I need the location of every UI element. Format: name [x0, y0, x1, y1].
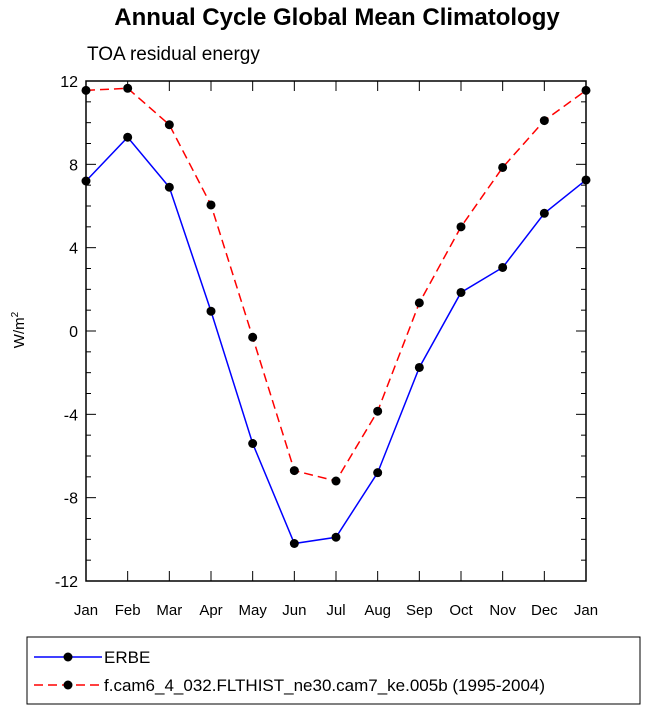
series-0-point	[123, 132, 133, 142]
series-0-point	[164, 182, 174, 192]
series-1-point	[81, 85, 91, 95]
y-tick-label: -12	[55, 574, 78, 591]
x-tick-label: Jan	[74, 602, 98, 619]
legend: ERBE f.cam6_4_032.FLTHIST_ne30.cam7_ke.00…	[34, 648, 545, 695]
series-0-point	[498, 262, 508, 272]
legend-marker-0	[63, 652, 73, 662]
x-tick-label: Feb	[115, 602, 141, 619]
series-1-point	[581, 85, 591, 95]
x-tick-labels: Jan Feb Mar Apr May Jun Jul Aug Sep Oct Nov Dec Jan	[74, 602, 598, 619]
x-tick-label: Mar	[156, 602, 182, 619]
series-1-point	[248, 332, 258, 342]
y-tick-label: 4	[69, 241, 78, 258]
axis-ticks	[85, 80, 587, 582]
y-tick-label: 12	[60, 74, 78, 91]
y-tick-label: 8	[69, 157, 78, 174]
x-tick-label: May	[238, 602, 267, 619]
series-0-point	[206, 306, 216, 316]
series-0-point	[81, 176, 91, 186]
series-1-point	[123, 83, 133, 93]
legend-label-0: ERBE	[104, 648, 150, 667]
chart-title: Annual Cycle Global Mean Climatology	[114, 4, 560, 31]
x-tick-label: Aug	[364, 602, 391, 619]
x-tick-label: Nov	[489, 602, 516, 619]
series-1-point	[331, 476, 341, 486]
legend-marker-1	[63, 680, 73, 690]
chart-subtitle: TOA residual energy	[87, 44, 260, 65]
y-axis-label-unit: W/m	[11, 317, 28, 348]
x-tick-label: Dec	[531, 602, 558, 619]
x-tick-label: Oct	[449, 602, 473, 619]
series-1-point	[498, 162, 508, 172]
x-tick-label: Jan	[574, 602, 598, 619]
y-tick-label: -8	[64, 491, 78, 508]
series-0-point	[414, 362, 424, 372]
legend-box	[26, 636, 641, 705]
series-1-point	[289, 466, 299, 476]
series-1-point	[373, 406, 383, 416]
x-tick-label: Sep	[406, 602, 433, 619]
series-0-point	[456, 287, 466, 297]
series-0-point	[331, 532, 341, 542]
series-line-1	[85, 87, 587, 482]
y-axis-label-superscript: 2	[10, 311, 21, 317]
x-tick-label: Jun	[282, 602, 306, 619]
y-tick-label: -4	[64, 407, 78, 424]
y-axis-label: W/m2	[10, 311, 28, 348]
series-1-point	[206, 200, 216, 210]
data-series	[81, 83, 591, 548]
series-0-point	[373, 468, 383, 478]
series-0-point	[248, 439, 258, 448]
y-tick-label: 0	[69, 324, 78, 341]
series-1-point	[414, 298, 424, 308]
x-tick-label: Jul	[326, 602, 345, 619]
series-0-point	[289, 539, 299, 548]
series-1-point	[539, 116, 549, 126]
series-0-point	[581, 175, 591, 185]
plot-frame	[85, 80, 587, 582]
series-1-point	[164, 120, 174, 130]
series-1-point	[456, 222, 466, 232]
series-0-point	[539, 208, 549, 218]
y-tick-labels: -12 -8 -4 0 4 8 12	[55, 74, 78, 591]
legend-label-1: f.cam6_4_032.FLTHIST_ne30.cam7_ke.005b (…	[104, 676, 545, 695]
x-tick-label: Apr	[199, 602, 222, 619]
